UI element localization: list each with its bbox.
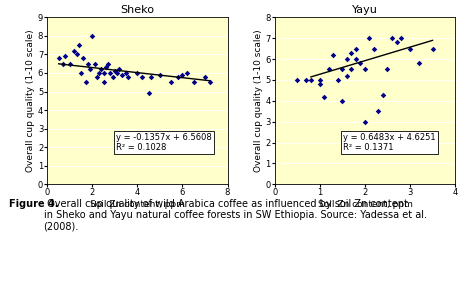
Point [125, 74, 132, 79]
Point [338, 67, 346, 72]
Point [86, 67, 94, 71]
Text: y = -0.1357x + 6.5608
R² = 0.1028: y = -0.1357x + 6.5608 R² = 0.1028 [116, 133, 211, 152]
Point [145, 91, 153, 96]
Point [320, 94, 328, 99]
Point [104, 61, 112, 66]
Point [302, 78, 310, 82]
Point [102, 65, 109, 70]
Point [307, 78, 315, 82]
Point [55, 56, 63, 60]
Point [379, 92, 387, 97]
Point [71, 48, 78, 53]
Point [77, 71, 85, 75]
Point [122, 71, 130, 75]
X-axis label: Soil Zn content, ppm: Soil Zn content, ppm [90, 200, 185, 209]
Point [75, 43, 82, 48]
Point [95, 71, 103, 75]
Point [293, 78, 301, 82]
Point [361, 67, 369, 72]
Point [62, 54, 69, 58]
Point [383, 67, 391, 72]
Title: Yayu: Yayu [352, 5, 378, 15]
Point [98, 67, 105, 71]
Point [183, 71, 191, 75]
Point [59, 61, 67, 66]
Point [118, 73, 126, 77]
Point [80, 56, 87, 60]
Point [388, 36, 396, 41]
Point [179, 73, 186, 77]
Point [392, 40, 400, 45]
Point [66, 61, 74, 66]
Point [73, 52, 81, 57]
Point [347, 67, 355, 72]
Point [316, 78, 324, 82]
Point [370, 46, 378, 51]
Point [82, 80, 90, 85]
Point [93, 74, 100, 79]
X-axis label: Soil Zn content, ppm: Soil Zn content, ppm [318, 200, 412, 209]
Point [84, 61, 91, 66]
Point [138, 74, 146, 79]
Point [338, 98, 346, 103]
Y-axis label: Overall cup quality (1-10 scale): Overall cup quality (1-10 scale) [254, 29, 263, 172]
Point [329, 53, 337, 57]
Point [91, 61, 99, 66]
Point [147, 74, 155, 79]
Point [134, 71, 141, 75]
Text: Overall cup quality of wild Arabica coffee as influenced by soil Zn content
in S: Overall cup quality of wild Arabica coff… [44, 199, 427, 232]
Point [190, 80, 198, 85]
Point [156, 73, 164, 77]
Point [365, 36, 373, 41]
Point [428, 46, 436, 51]
Point [352, 57, 360, 61]
Point [174, 74, 182, 79]
Point [206, 80, 213, 85]
Point [113, 71, 121, 75]
Y-axis label: Overall cup quality (1-10 scale): Overall cup quality (1-10 scale) [26, 29, 35, 172]
Point [100, 71, 108, 75]
Point [201, 74, 209, 79]
Point [107, 71, 114, 75]
Point [374, 109, 382, 113]
Text: y = 0.6483x + 4.6251
R² = 0.1371: y = 0.6483x + 4.6251 R² = 0.1371 [343, 133, 436, 152]
Point [397, 36, 405, 41]
Point [415, 61, 423, 66]
Point [356, 61, 364, 66]
Point [361, 120, 369, 124]
Point [343, 73, 351, 78]
Point [352, 46, 360, 51]
Point [167, 80, 175, 85]
Point [325, 67, 333, 72]
Title: Sheko: Sheko [120, 5, 155, 15]
Point [334, 78, 342, 82]
Point [343, 57, 351, 61]
Text: Figure 4.: Figure 4. [9, 199, 59, 209]
Point [116, 67, 123, 71]
Point [109, 74, 117, 79]
Point [111, 69, 118, 73]
Point [347, 50, 355, 55]
Point [316, 82, 324, 86]
Point [100, 80, 108, 85]
Point [406, 46, 414, 51]
Point [89, 33, 96, 38]
